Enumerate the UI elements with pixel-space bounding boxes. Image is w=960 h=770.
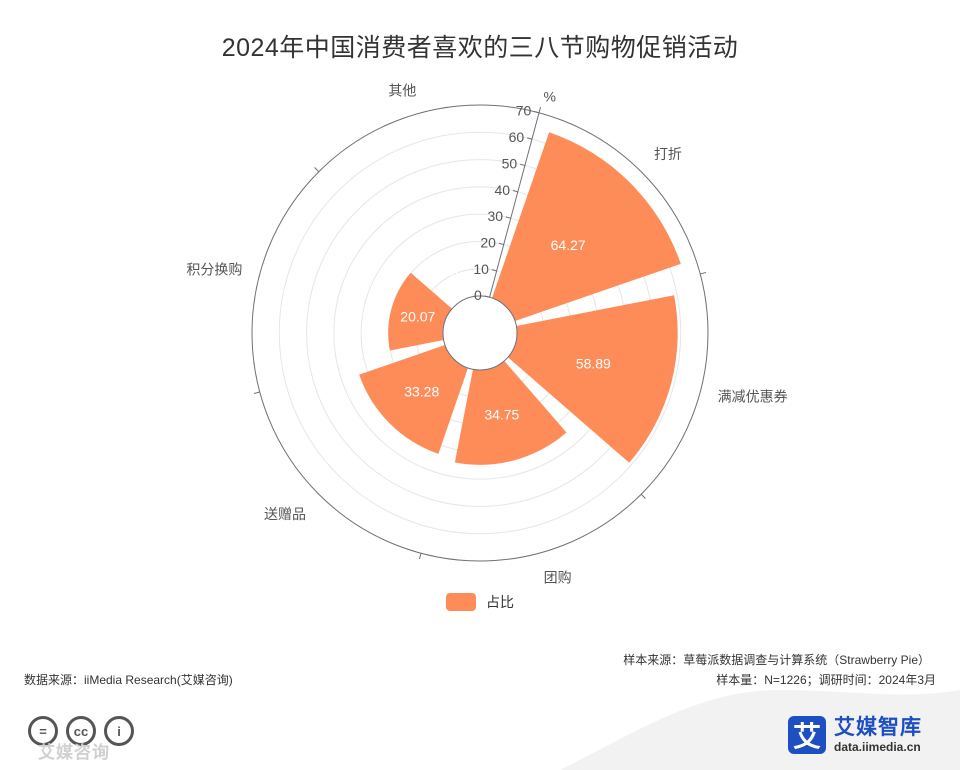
inner-circle [442,295,518,371]
radial-tick-label: 40 [495,182,511,198]
attribution-icon: i [104,716,134,746]
outer-axis-circle [251,104,709,562]
radial-tick-label: 0 [474,287,482,303]
radial-tick [526,137,533,140]
data-label: 20.07 [400,308,435,324]
bar-group: 64.27 58.89 34.75 33.28 20.07 0.16 [359,132,681,465]
radial-tick-label: 10 [473,261,489,277]
radial-tick [519,163,526,166]
data-label: 58.89 [576,355,611,371]
data-source-note: 数据来源：iiMedia Research(艾媒咨询) [24,673,233,687]
creative-commons-icon: cc [66,716,96,746]
category-label: 送赠品 [264,506,306,522]
angle-tick [253,391,260,395]
radial-tick-label: 60 [509,129,525,145]
no-derivatives-icon: = [28,716,58,746]
grid-circle [278,131,682,535]
legend[interactable]: 占比 [446,592,514,612]
watermark: 艾媒咨询 [38,743,110,762]
legend-label: 占比 [486,594,514,610]
sample-source-note: 样本来源：草莓派数据调查与计算系统（Strawberry Pie） [623,653,930,667]
bar [359,345,468,454]
data-label: 64.27 [551,237,586,253]
legend-swatch [446,593,476,611]
category-label: 积分换购 [186,261,242,277]
radial-tick [484,295,490,298]
radial-axis-unit: % [543,88,555,104]
bar [454,360,567,465]
radial-tick-label: 70 [516,103,532,119]
data-label: 34.75 [484,407,519,423]
license-icons: = cc i [28,716,134,746]
radial-tick-label: 30 [487,208,503,224]
brand-name: 艾媒智库 [834,716,922,739]
angle-tick [418,553,422,560]
bar [388,272,453,351]
radial-tick [505,216,511,219]
data-label: 0.16 [451,268,478,284]
radial-tick [534,110,540,114]
angle-tick [314,167,320,173]
bar [507,295,678,463]
radial-tick [498,242,504,246]
radial-axis-line [489,112,540,298]
radial-tick [491,269,497,272]
brand: 艾 艾媒智库 data.iimedia.cn [788,716,922,754]
category-label: 团购 [544,570,572,586]
bar [492,132,681,321]
category-label: 其他 [388,82,416,98]
angle-tick [700,271,707,275]
brand-logo-icon: 艾 [788,716,826,754]
data-label: 33.28 [404,383,439,399]
radial-tick-label: 20 [480,234,496,250]
radial-tick-label: 50 [502,155,518,171]
chart-title: 2024年中国消费者喜欢的三八节购物促销活动 [221,34,739,62]
category-label: 打折 [654,146,682,162]
category-label: 满减优惠券 [718,389,788,405]
radial-axis: 0 10 20 30 40 50 60 70% [253,88,707,560]
angle-tick [640,493,646,499]
brand-url: data.iimedia.cn [834,740,921,754]
radial-tick [512,190,518,193]
angle-tick [538,106,542,113]
sample-size-note: 样本量：N=1226；调研时间：2024年3月 [716,673,936,687]
